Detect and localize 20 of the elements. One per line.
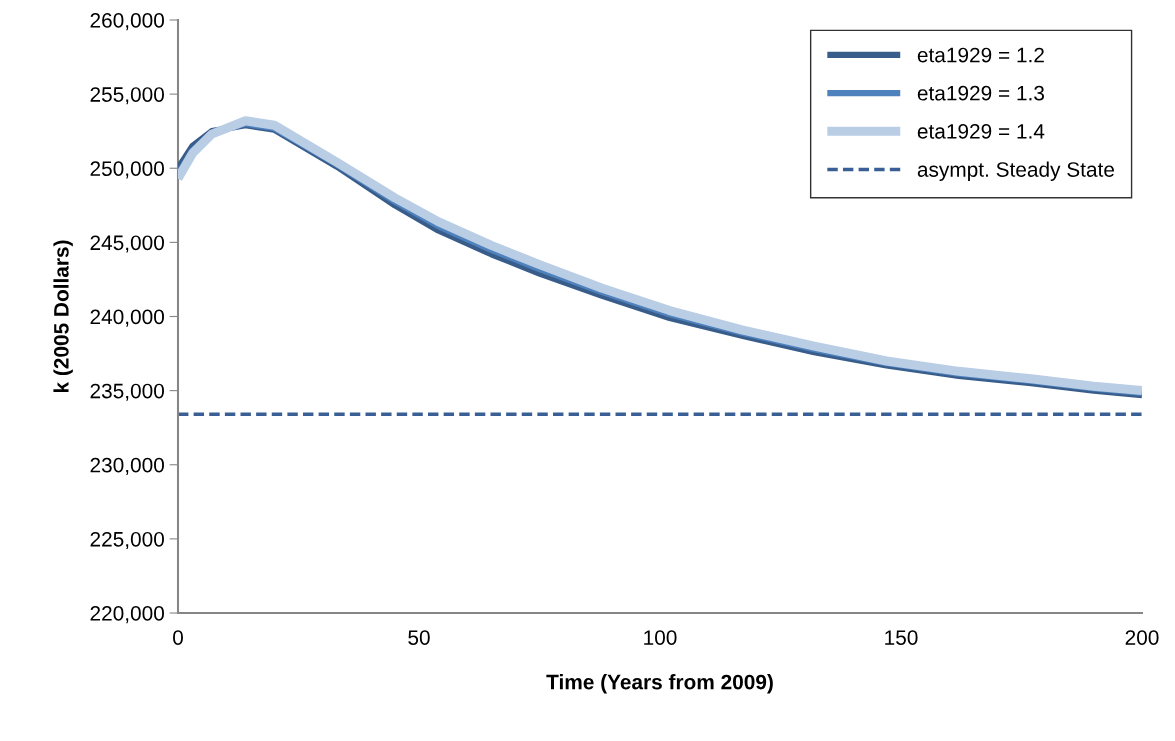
y-axis-title: k (2005 Dollars) xyxy=(53,240,73,393)
y-tick-label: 240,000 xyxy=(90,309,164,327)
y-tick-label: 255,000 xyxy=(90,87,164,105)
y-tick-label: 225,000 xyxy=(90,531,164,550)
y-tick-label: 245,000 xyxy=(90,235,164,253)
y-tick-label: 235,000 xyxy=(90,383,164,401)
x-axis-title: Time (Years from 2009) xyxy=(546,674,773,694)
y-tick-label: 220,000 xyxy=(90,606,164,624)
x-tick-label: 200 xyxy=(1125,630,1159,645)
legend-label: asympt. Steady State xyxy=(917,161,1114,182)
x-tick-label: 150 xyxy=(885,630,918,645)
legend-label: eta1929 = 1.4 xyxy=(917,123,1045,139)
legend-label: eta1929 = 1.3 xyxy=(917,85,1044,101)
x-tick-label: 100 xyxy=(644,630,677,645)
legend-label: eta1929 = 1.2 xyxy=(917,47,1044,63)
y-tick-label: 260,000 xyxy=(90,13,164,31)
x-tick-label: 50 xyxy=(408,630,430,645)
x-tick-label: 0 xyxy=(173,630,183,645)
y-tick-label: 250,000 xyxy=(90,161,164,179)
y-tick-label: 230,000 xyxy=(90,457,164,475)
